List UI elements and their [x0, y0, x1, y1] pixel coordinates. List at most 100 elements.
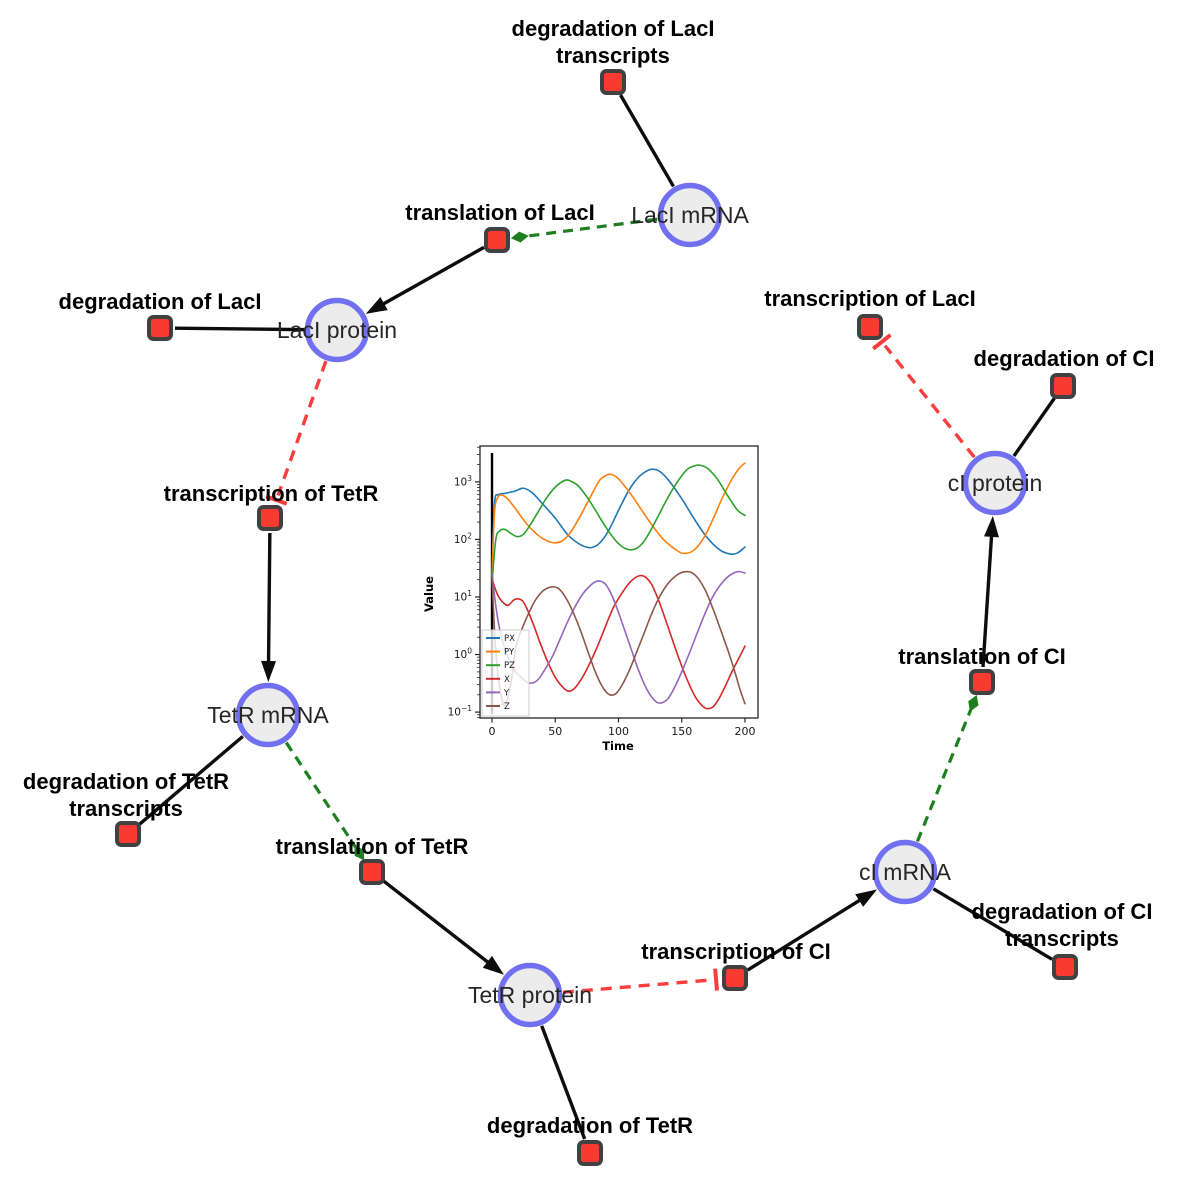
reaction-label-line: degradation of LacI	[59, 289, 262, 314]
y-tick-base: 10	[448, 707, 461, 719]
edge-laci_protein-tc_tetr	[276, 360, 328, 496]
reaction-node-tc_ci	[722, 965, 748, 991]
reaction-node-deg_tetr_tx	[115, 821, 141, 847]
reaction-node-deg_laci	[147, 315, 173, 341]
y-tick-label: 103	[454, 474, 472, 489]
reaction-label-tl_tetr: translation of TetR	[276, 834, 469, 859]
y-tick-exponent: 0	[467, 647, 472, 656]
y-tick-exponent: 1	[467, 589, 472, 598]
legend-label-Z: Z	[504, 702, 510, 712]
edge-laci_mrna-tl_laci	[526, 217, 658, 238]
edge-laci_protein-deg_laci	[174, 326, 305, 332]
reaction-label-deg_tetr: degradation of TetR	[487, 1113, 693, 1138]
reaction-label-tl_laci: translation of LacI	[405, 200, 594, 225]
species-node-tetr_protein	[497, 962, 563, 1028]
species-node-tetr_mrna	[235, 682, 301, 748]
legend: PX PY PZ XYZ	[481, 629, 530, 717]
y-tick-label: 10−1	[448, 704, 473, 719]
species-label-tetr_protein: TetR protein	[468, 982, 592, 1008]
reaction-node-deg_ci_tx	[1052, 954, 1078, 980]
arrowhead-icon	[983, 515, 999, 538]
reaction-node-deg_laci_tx	[600, 69, 626, 95]
modifier-diamond-icon	[354, 845, 365, 861]
reaction-label-line: degradation of TetR	[487, 1113, 693, 1138]
reaction-label-line: transcription of TetR	[164, 481, 379, 506]
reaction-node-tl_laci	[484, 227, 510, 253]
species-label-ci_protein: cI protein	[948, 470, 1043, 496]
x-axis-title: Time	[602, 739, 634, 753]
legend-entry-PY: PY	[486, 648, 515, 658]
edge-ci_protein-deg_ci	[1012, 397, 1056, 457]
y-tick-exponent: 2	[467, 531, 472, 540]
reaction-label-line: translation of LacI	[405, 200, 594, 225]
legend-entry-PX: PX	[486, 634, 515, 644]
reaction-node-tc_laci	[857, 314, 883, 340]
legend-label-PX: PX	[504, 634, 515, 644]
reaction-label-tc_ci: transcription of CI	[641, 939, 830, 964]
reaction-label-line: degradation of LacI	[512, 16, 715, 41]
reaction-node-deg_ci	[1050, 373, 1076, 399]
arrowhead-icon	[482, 955, 504, 975]
x-tick-label: 0	[489, 725, 496, 738]
legend-label-PY: PY	[504, 648, 515, 658]
reaction-label-line: degradation of CI	[974, 346, 1155, 371]
inhibition-tbar-icon	[872, 333, 892, 351]
reaction-label-line: transcription of LacI	[764, 286, 975, 311]
edge-tl_tetr-tetr_protein	[382, 879, 493, 967]
edges-layer	[138, 94, 1056, 1140]
y-tick-base: 10	[454, 476, 467, 488]
species-label-tetr_mrna: TetR mRNA	[207, 702, 329, 728]
reaction-node-tl_ci	[969, 669, 995, 695]
reaction-label-line: translation of TetR	[276, 834, 469, 859]
legend-entry-Z: Z	[486, 702, 510, 712]
y-tick-base: 10	[454, 591, 467, 603]
time-series-plot-svg: 0 50 100 150 20010−1100101102103TimeValuePXP…	[422, 445, 759, 753]
y-tick-label: 100	[454, 647, 472, 662]
reaction-label-line: transcripts	[556, 43, 670, 68]
legend-label-PZ: PZ	[504, 661, 515, 671]
reaction-label-deg_ci_tx: degradation of CI transcripts	[972, 899, 1153, 951]
legend-label-Y: Y	[503, 688, 510, 698]
arrowhead-icon	[261, 660, 277, 683]
edge-ci_mrna-tl_ci	[915, 709, 973, 843]
edge-ci_protein-tc_laci	[883, 344, 976, 459]
legend-box	[481, 629, 530, 717]
reaction-label-tc_tetr: transcription of TetR	[164, 481, 379, 506]
reaction-label-tc_laci: transcription of LacI	[764, 286, 975, 311]
legend-label-X: X	[504, 675, 510, 685]
legend-entry-X: X	[486, 675, 510, 685]
labels-layer: degradation of LacI transcriptstranslatio…	[23, 16, 1155, 1138]
reaction-label-line: transcription of CI	[641, 939, 830, 964]
reaction-label-deg_laci: degradation of LacI	[59, 289, 262, 314]
reaction-label-line: degradation of CI	[972, 899, 1153, 924]
edge-ci_mrna-deg_ci_tx	[932, 887, 1053, 961]
y-tick-exponent: −1	[461, 704, 472, 713]
species-label-laci_protein: LacI protein	[277, 317, 397, 343]
modifier-diamond-icon	[510, 231, 529, 243]
x-tick-label: 50	[548, 725, 562, 738]
reaction-node-tl_tetr	[359, 859, 385, 885]
y-tick-base: 10	[454, 649, 467, 661]
y-tick-label: 101	[454, 589, 472, 604]
edge-tl_ci-ci_protein	[981, 531, 994, 668]
inhibition-tbar-icon	[265, 494, 288, 506]
species-node-ci_mrna	[872, 839, 938, 905]
y-axis-title: Value	[422, 576, 436, 612]
edge-tl_laci-laci_protein	[378, 245, 485, 308]
species-node-laci_mrna	[657, 182, 723, 248]
reaction-label-deg_laci_tx: degradation of LacI transcripts	[512, 16, 715, 68]
y-tick-base: 10	[454, 534, 467, 546]
arrowhead-icon	[855, 889, 877, 907]
modifier-diamond-icon	[968, 694, 979, 712]
edge-tc_tetr-tetr_mrna	[266, 532, 272, 667]
series-line-PX	[491, 468, 746, 575]
x-tick-label: 150	[671, 725, 692, 738]
edge-tc_ci-ci_mrna	[746, 896, 865, 972]
reaction-label-line: transcripts	[69, 796, 183, 821]
reaction-label-deg_ci: degradation of CI	[974, 346, 1155, 371]
y-tick-label: 102	[454, 531, 472, 546]
edge-tetr_protein-deg_tetr	[540, 1025, 587, 1140]
x-tick-label: 100	[608, 725, 629, 738]
